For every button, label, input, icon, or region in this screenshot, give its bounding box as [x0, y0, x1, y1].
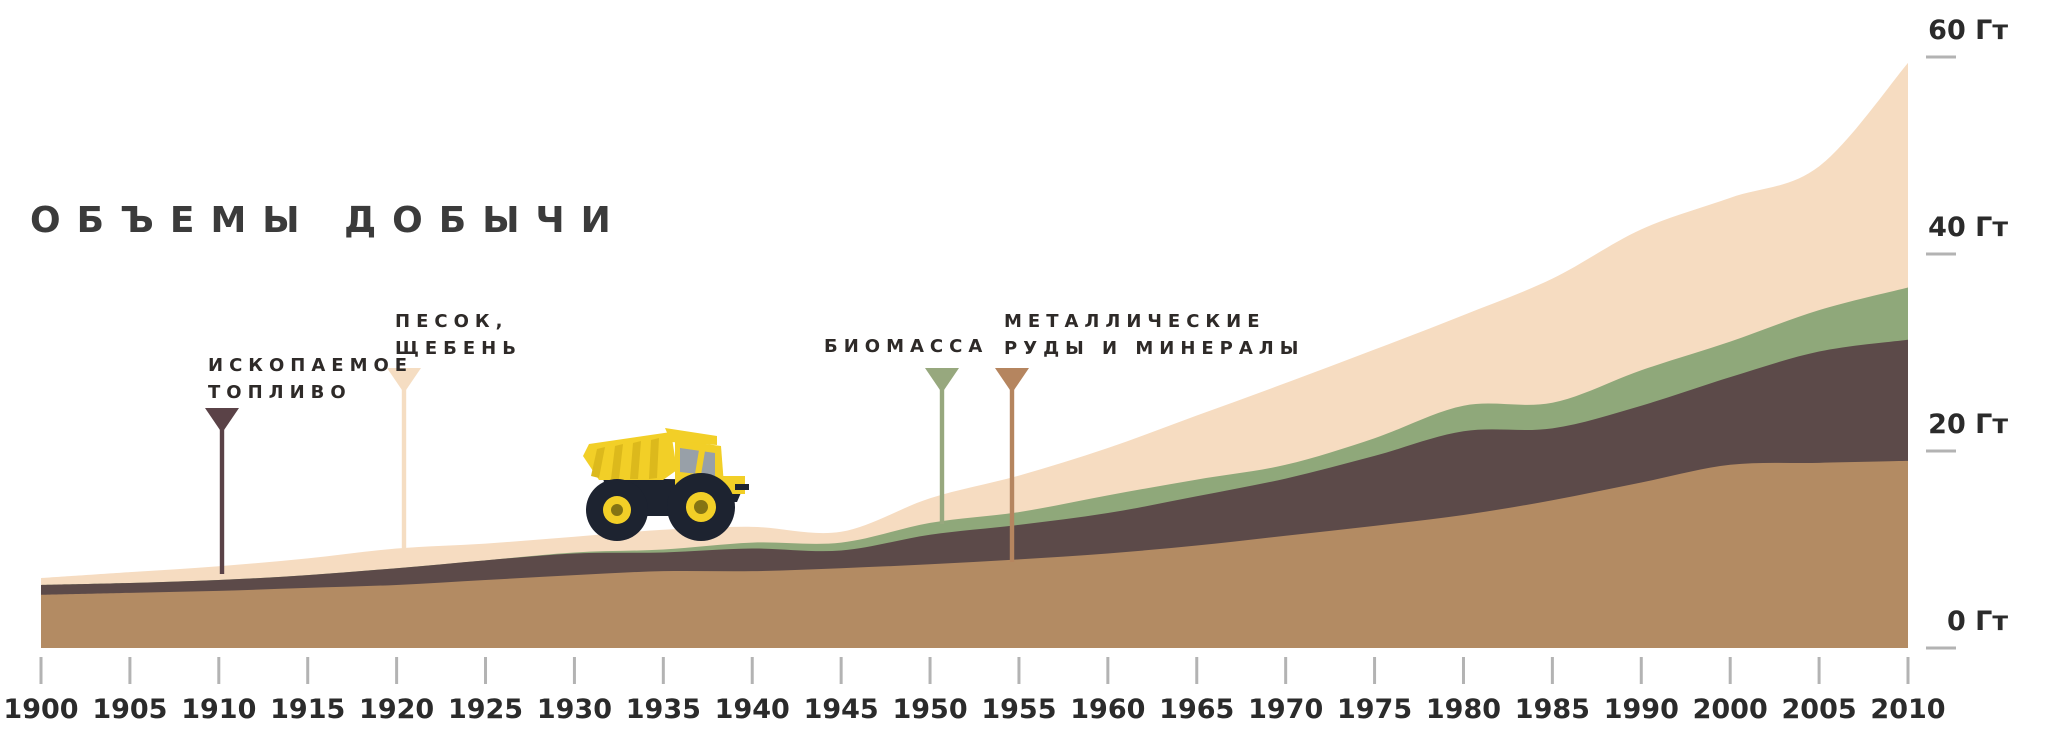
x-axis-label-1945: 1945 — [803, 694, 879, 725]
y-axis-label-40: 40 Гт — [1928, 212, 2008, 243]
x-axis-label-1910: 1910 — [181, 694, 257, 725]
y-axis-label-20: 20 Гт — [1928, 409, 2008, 440]
x-axis-label-1905: 1905 — [92, 694, 168, 725]
x-axis-label-1920: 1920 — [359, 694, 435, 725]
y-axis-label-60: 60 Гт — [1928, 15, 2008, 46]
x-axis-label-1950: 1950 — [892, 694, 968, 725]
x-axis-label-1990: 1990 — [1603, 694, 1679, 725]
x-axis-label-1975: 1975 — [1336, 694, 1413, 725]
biomass-pin-label: БИОМАССА — [824, 336, 989, 357]
x-axis-label-1925: 1925 — [447, 694, 524, 725]
x-axis-label-1935: 1935 — [625, 694, 701, 725]
x-axis-label-1900: 1900 — [3, 694, 79, 725]
sand-gravel-pin — [387, 368, 421, 549]
x-axis-label-1980: 1980 — [1425, 694, 1502, 725]
x-axis-label-1960: 1960 — [1070, 694, 1146, 725]
dump-truck-illustration — [583, 428, 749, 541]
metal-ores-pin-label: МЕТАЛЛИЧЕСКИЕ РУДЫ И МИНЕРАЛЫ — [1004, 311, 1305, 359]
area-series-0 — [41, 460, 1908, 648]
x-axis-label-1970: 1970 — [1248, 694, 1324, 725]
x-axis-label-1955: 1955 — [981, 694, 1057, 725]
page-title: ОБЪЕМЫ ДОБЫЧИ — [30, 200, 627, 241]
fossil-fuel-pin — [205, 408, 239, 574]
y-axis-label-0: 0 Гт — [1946, 606, 2008, 637]
x-axis-label-1965: 1965 — [1159, 694, 1235, 725]
x-axis-label-2000: 2000 — [1692, 694, 1768, 725]
x-axis-label-1915: 1915 — [270, 694, 346, 725]
x-axis-label-2005: 2005 — [1781, 694, 1857, 725]
x-axis-label-1985: 1985 — [1514, 694, 1590, 725]
fossil-fuel-pin-label: ИСКОПАЕМОЕ ТОПЛИВО — [208, 355, 414, 403]
biomass-pin — [925, 368, 959, 524]
x-axis-label-2010: 2010 — [1870, 694, 1946, 725]
x-axis-label-1940: 1940 — [714, 694, 790, 725]
x-axis-label-1930: 1930 — [536, 694, 612, 725]
metal-ores-pin — [995, 368, 1029, 562]
sand-gravel-pin-label: ПЕСОК, ЩЕБЕНЬ — [395, 311, 522, 359]
